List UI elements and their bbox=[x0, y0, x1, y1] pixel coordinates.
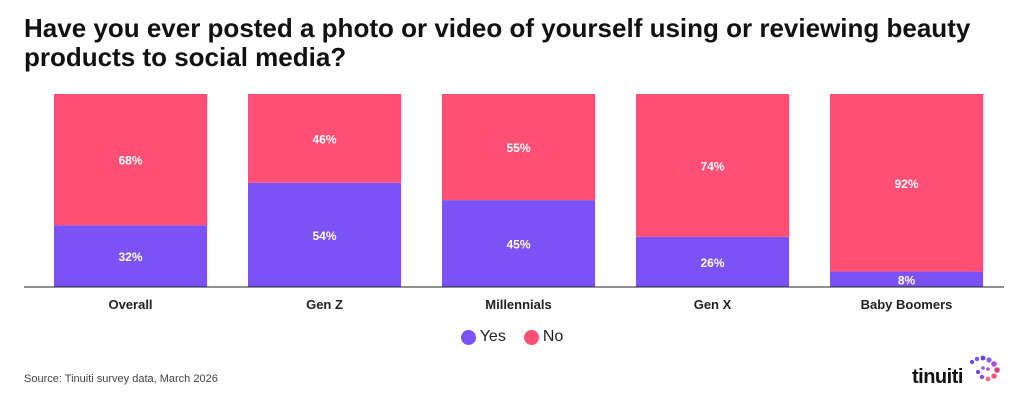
category-label-2: Millennials bbox=[485, 297, 551, 312]
bar-no-1 bbox=[248, 94, 401, 183]
stacked-bar-chart: 32% 68% Overall 54% 46% Gen Z 45% 55% Millennial… bbox=[24, 94, 1004, 312]
bar-yes-0 bbox=[54, 225, 207, 287]
legend: Yes No bbox=[0, 328, 1024, 346]
bar-yes-2 bbox=[442, 200, 595, 287]
category-label-1: Gen Z bbox=[306, 297, 343, 312]
bar-yes-1 bbox=[248, 182, 401, 287]
data-label-no-3: 74% bbox=[700, 159, 724, 173]
data-label-yes-1: 54% bbox=[312, 229, 336, 243]
legend-swatch-yes bbox=[460, 329, 476, 345]
bar-no-0 bbox=[54, 94, 207, 226]
data-label-yes-2: 45% bbox=[506, 238, 530, 252]
legend-label-yes: Yes bbox=[479, 328, 506, 345]
category-label-0: Overall bbox=[108, 297, 152, 312]
legend-label-no: No bbox=[542, 328, 564, 345]
legend-item-no: No bbox=[523, 328, 564, 346]
category-label-4: Baby Boomers bbox=[861, 297, 953, 312]
bar-yes-3 bbox=[636, 236, 789, 287]
bar-no-2 bbox=[442, 94, 595, 201]
data-label-yes-3: 26% bbox=[700, 256, 724, 270]
data-label-no-1: 46% bbox=[312, 132, 336, 146]
tinuiti-logo: tinuiti bbox=[912, 352, 1004, 392]
category-label-3: Gen X bbox=[694, 297, 732, 312]
data-label-no-4: 92% bbox=[894, 177, 918, 191]
data-label-yes-4: 8% bbox=[898, 273, 916, 287]
bar-no-4 bbox=[830, 94, 983, 272]
bar-yes-4 bbox=[830, 271, 983, 287]
chart-title: Have you ever posted a photo or video of… bbox=[24, 13, 971, 72]
legend-swatch-no bbox=[523, 329, 539, 345]
logo-wordmark: tinuiti bbox=[912, 366, 963, 388]
dots-logo-icon bbox=[970, 355, 1000, 382]
data-label-no-0: 68% bbox=[118, 154, 142, 168]
source-note: Source: Tinuiti survey data, March 2026 bbox=[24, 373, 218, 385]
data-label-no-2: 55% bbox=[506, 141, 530, 155]
legend-item-yes: Yes bbox=[460, 328, 506, 346]
bar-no-3 bbox=[636, 94, 789, 237]
data-label-yes-0: 32% bbox=[118, 250, 142, 264]
